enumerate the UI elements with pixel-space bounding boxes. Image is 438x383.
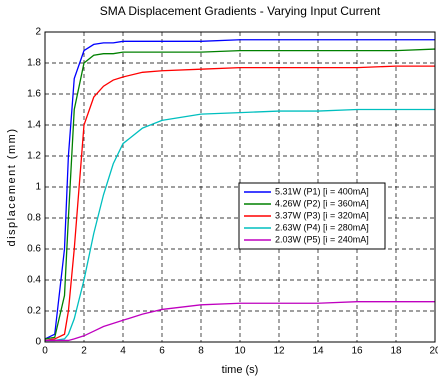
legend-label: 3.37W (P3) [i = 320mA] <box>275 210 369 220</box>
y-tick-label: 0.8 <box>27 213 41 224</box>
x-tick-label: 16 <box>351 346 363 357</box>
y-axis-label: displacement (mm) <box>6 127 18 246</box>
data-line <box>44 65 435 342</box>
y-tick-label: 0 <box>35 337 41 348</box>
y-tick-label: 0.4 <box>27 275 41 286</box>
data-line <box>44 39 435 340</box>
data-line <box>45 108 435 342</box>
data-line <box>45 301 435 342</box>
x-tick-label: 10 <box>234 346 246 357</box>
x-tick-label: 20 <box>429 346 438 357</box>
x-tick-label: 14 <box>312 346 324 357</box>
x-tick-label: 2 <box>81 346 87 357</box>
y-tick-label: 2 <box>35 27 41 38</box>
axes-box <box>44 31 436 343</box>
chart-title: SMA Displacement Gradients - Varying Inp… <box>100 4 381 18</box>
x-tick-label: 8 <box>198 346 204 357</box>
legend-label: 5.31W (P1) [i = 400mA] <box>275 186 369 196</box>
legend-label: 2.63W (P4) [i = 280mA] <box>275 222 369 232</box>
y-tick-label: 1.8 <box>27 58 41 69</box>
y-tick-label: 1.6 <box>27 89 41 100</box>
legend-label: 4.26W (P2) [i = 360mA] <box>275 198 369 208</box>
y-tick-label: 1.2 <box>27 151 41 162</box>
y-tick-label: 1 <box>35 182 41 193</box>
y-tick-label: 1.4 <box>27 120 41 131</box>
x-tick-label: 12 <box>273 346 285 357</box>
legend-label: 2.03W (P5) [i = 240mA] <box>275 234 369 244</box>
x-tick-label: 0 <box>42 346 48 357</box>
x-tick-label: 4 <box>120 346 126 357</box>
x-tick-label: 18 <box>390 346 402 357</box>
x-axis-label: time (s) <box>222 364 259 376</box>
x-tick-label: 6 <box>159 346 165 357</box>
data-line <box>44 48 436 340</box>
y-tick-label: 0.6 <box>27 244 41 255</box>
y-tick-label: 0.2 <box>27 306 41 317</box>
